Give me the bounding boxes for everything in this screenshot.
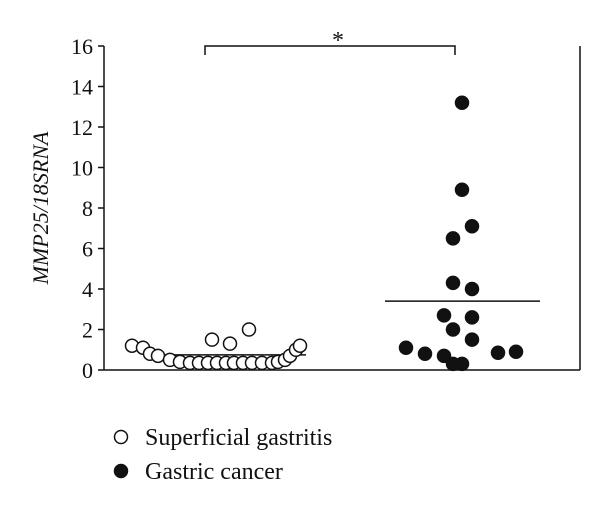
gastric-cancer-point (417, 346, 433, 362)
y-tick-label: 0 (82, 358, 93, 383)
y-tick-label: 12 (71, 115, 93, 140)
legend-marker-open-circle (113, 429, 129, 445)
legend: Superficial gastritis Gastric cancer (113, 425, 332, 485)
y-tick-label: 10 (71, 156, 93, 181)
gastric-cancer-point (445, 231, 461, 246)
gastric-cancer-point (490, 345, 506, 361)
superficial-gastritis-point (222, 336, 238, 351)
y-tick-label: 16 (71, 34, 93, 59)
gastric-cancer-point (436, 348, 452, 364)
significance-label: * (332, 28, 344, 54)
legend-label: Superficial gastritis (145, 425, 332, 451)
mean-lines (152, 300, 540, 356)
gastric-cancer-point (464, 310, 480, 325)
gastric-cancer-point (464, 332, 480, 347)
gastric-cancer-point (464, 218, 480, 234)
significance-bracket: * (204, 28, 456, 55)
superficial-gastritis-point (241, 322, 257, 337)
superficial-gastritis-point (150, 348, 166, 364)
gastric-cancer-point (445, 322, 461, 337)
y-axis-label: MMP25/18SRNA (28, 131, 53, 285)
axes (103, 46, 581, 371)
gastric-cancer-point (445, 275, 461, 291)
y-tick-label: 2 (82, 318, 93, 343)
data-points (124, 95, 524, 372)
y-tick-label: 8 (82, 196, 93, 221)
legend-label: Gastric cancer (145, 459, 283, 485)
legend-marker-filled-circle (113, 463, 129, 479)
y-tick-label: 14 (71, 75, 93, 100)
superficial-gastritis-point (292, 338, 308, 353)
y-tick-label: 6 (82, 237, 93, 262)
gastric-cancer-point (454, 182, 470, 198)
gastric-cancer-point (508, 344, 524, 360)
gastric-cancer-point (436, 308, 452, 323)
gastric-cancer-point (398, 340, 414, 355)
legend-item-superficial-gastritis: Superficial gastritis (113, 425, 332, 451)
gastric-cancer-point (454, 95, 470, 110)
gastric-cancer-point (464, 281, 480, 297)
gastric-cancer-point (445, 356, 461, 372)
y-tick-label: 4 (82, 277, 93, 302)
legend-item-gastric-cancer: Gastric cancer (113, 459, 283, 485)
y-ticks: 0 2 4 6 8 10 12 14 16 (71, 34, 104, 383)
superficial-gastritis-point (204, 332, 220, 347)
